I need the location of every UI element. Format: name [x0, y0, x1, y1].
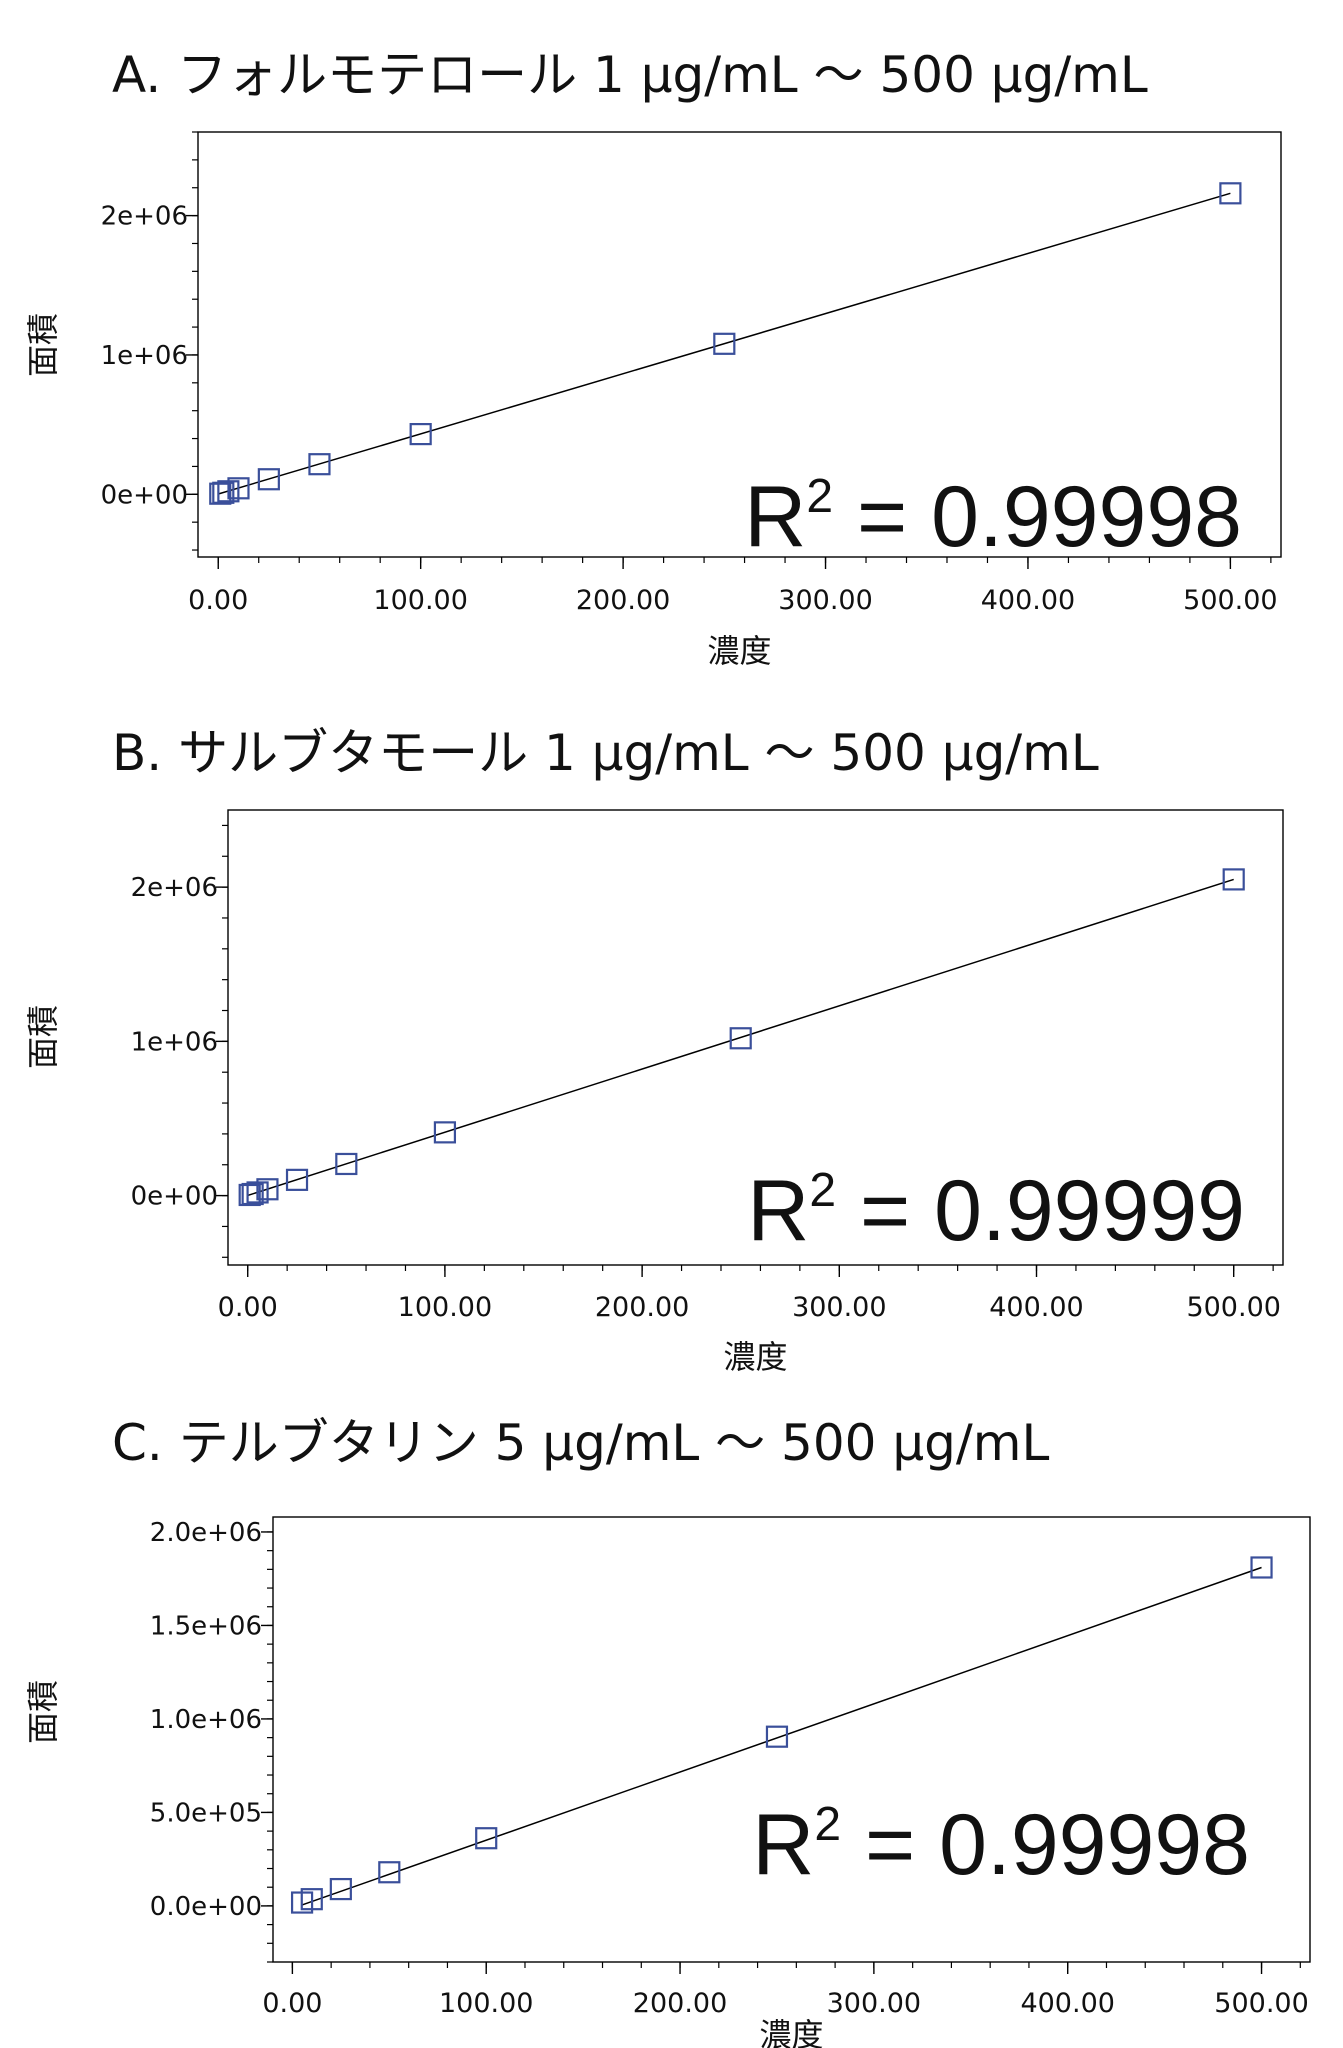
- fit-line: [247, 878, 1234, 1197]
- x-tick-label: 0.00: [188, 585, 248, 616]
- r-squared-annotation: R2 = 0.99999: [747, 1163, 1245, 1259]
- y-tick-label: 2e+06: [101, 202, 188, 232]
- chart-panel-0: A. フォルモテロール 1 μg/mL ～ 500 μg/mL 0e+00 1e+0…: [24, 46, 1282, 670]
- x-tick-label: 300.00: [827, 1988, 921, 2019]
- x-tick-label: 300.00: [778, 585, 872, 616]
- y-tick-label: 0e+00: [131, 1182, 218, 1212]
- data-point: [212, 481, 235, 504]
- data-point: [329, 1877, 352, 1901]
- plot-frame: [272, 1516, 1311, 1963]
- chart-title: C. テルブタリン 5 μg/mL ～ 500 μg/mL: [112, 1414, 1049, 1472]
- chart-panel-1: B. サルブタモール 1 μg/mL ～ 500 μg/mL 0e+00 1e+06…: [24, 724, 1284, 1376]
- y-axis-label: 面積: [24, 313, 62, 377]
- x-tick-label: 100.00: [373, 585, 467, 616]
- x-axis-label: 濃度: [759, 2016, 823, 2048]
- x-tick-label: 500.00: [1186, 1292, 1280, 1323]
- x-tick-label: 200.00: [595, 1292, 689, 1323]
- y-axis-label: 面積: [24, 1680, 62, 1744]
- r-squared-annotation: R2 = 0.99998: [752, 1797, 1250, 1893]
- y-axis-label: 面積: [24, 1005, 62, 1069]
- data-point: [256, 1178, 279, 1201]
- plot-frame: [197, 131, 1282, 558]
- data-point: [285, 1168, 309, 1191]
- x-axis-label: 濃度: [723, 1338, 787, 1376]
- data-point: [1250, 1556, 1273, 1579]
- data-point: [729, 1027, 752, 1050]
- data-point: [475, 1827, 498, 1850]
- y-tick-label: 1e+06: [101, 341, 188, 371]
- x-tick-label: 400.00: [989, 1292, 1083, 1323]
- x-tick-label: 0.00: [218, 1292, 278, 1323]
- data-point: [713, 332, 736, 355]
- data-point: [765, 1725, 789, 1748]
- y-tick-label: 2e+06: [131, 873, 218, 903]
- data-point: [335, 1152, 358, 1176]
- chart-title: B. サルブタモール 1 μg/mL ～ 500 μg/mL: [112, 724, 1099, 782]
- x-tick-label: 100.00: [439, 1988, 533, 2019]
- r-squared-annotation: R2 = 0.99998: [744, 469, 1242, 565]
- x-tick-label: 300.00: [792, 1292, 886, 1323]
- y-tick-label: 0e+00: [101, 480, 188, 510]
- data-point: [378, 1861, 401, 1884]
- y-tick-label: 1.0e+06: [150, 1705, 262, 1735]
- data-point: [1219, 182, 1242, 205]
- data-point: [241, 1182, 264, 1206]
- plot-frame: [227, 809, 1284, 1266]
- y-tick-label: 5.0e+05: [150, 1798, 262, 1828]
- x-tick-label: 500.00: [1214, 1988, 1308, 2019]
- x-tick-label: 400.00: [1020, 1988, 1114, 2019]
- y-tick-label: 1.5e+06: [150, 1611, 262, 1641]
- fit-line: [218, 192, 1231, 495]
- y-tick-label: 2.0e+06: [150, 1518, 262, 1548]
- data-point: [257, 468, 280, 491]
- data-point: [433, 1121, 457, 1144]
- data-point: [1222, 868, 1245, 891]
- data-point: [227, 477, 250, 500]
- fit-line: [301, 1566, 1262, 1906]
- y-tick-label: 1e+06: [131, 1027, 218, 1057]
- x-tick-label: 0.00: [262, 1988, 322, 2019]
- data-point: [308, 453, 331, 476]
- data-point: [409, 422, 432, 446]
- x-tick-label: 200.00: [633, 1988, 727, 2019]
- chart-title: A. フォルモテロール 1 μg/mL ～ 500 μg/mL: [112, 46, 1148, 104]
- data-point: [300, 1888, 323, 1911]
- x-tick-label: 100.00: [398, 1292, 492, 1323]
- x-tick-label: 400.00: [981, 585, 1075, 616]
- chart-panel-2: C. テルブタリン 5 μg/mL ～ 500 μg/mL 0.0e+00 5.0e…: [24, 1414, 1311, 2048]
- x-axis-label: 濃度: [707, 632, 771, 670]
- x-tick-label: 500.00: [1183, 585, 1277, 616]
- x-tick-label: 200.00: [576, 585, 670, 616]
- y-tick-label: 0.0e+00: [150, 1892, 262, 1922]
